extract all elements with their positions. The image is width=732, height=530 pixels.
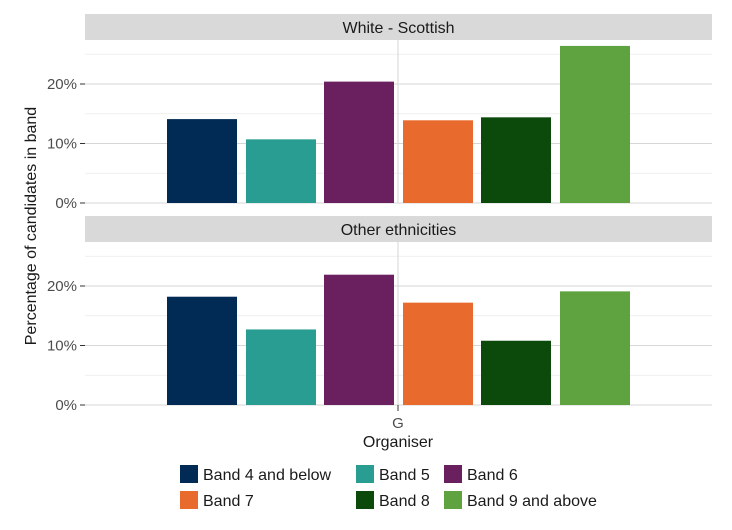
- facet-panel: Other ethnicities 0% 10% 20%: [47, 216, 712, 414]
- facet-strip-label: Other ethnicities: [341, 222, 457, 239]
- y-tick-label: 0%: [55, 397, 77, 414]
- legend-item: Band 7: [180, 491, 254, 510]
- legend-label: Band 6: [467, 467, 518, 484]
- legend-label: Band 7: [203, 493, 254, 510]
- bar: [481, 340, 551, 405]
- y-tick-label: 10%: [47, 136, 77, 153]
- legend-swatch: [444, 491, 462, 509]
- legend-label: Band 4 and below: [203, 467, 332, 484]
- legend-swatch: [180, 465, 198, 483]
- legend-swatch: [444, 465, 462, 483]
- x-axis-title: Organiser: [363, 434, 434, 451]
- legend-item: Band 4 and below: [180, 465, 332, 484]
- bar: [167, 296, 237, 405]
- legend: Band 4 and below Band 5 Band 6 Band 7 Band 8…: [180, 465, 597, 510]
- bar: [403, 302, 473, 405]
- bar: [246, 329, 316, 405]
- bar: [324, 81, 394, 203]
- legend-item: Band 9 and above: [444, 491, 597, 510]
- y-tick-label: 10%: [47, 338, 77, 355]
- y-tick-label: 20%: [47, 278, 77, 295]
- bar: [167, 119, 237, 203]
- legend-swatch: [356, 465, 374, 483]
- bar: [324, 274, 394, 405]
- y-tick-label: 0%: [55, 195, 77, 212]
- legend-item: Band 6: [444, 465, 518, 484]
- facet-strip: [85, 14, 712, 40]
- facet-strip-label: White - Scottish: [342, 20, 454, 37]
- legend-swatch: [180, 491, 198, 509]
- bar: [403, 120, 473, 203]
- legend-swatch: [356, 491, 374, 509]
- legend-label: Band 9 and above: [467, 493, 597, 510]
- y-axis-title: Percentage of candidates in band: [23, 107, 40, 345]
- legend-item: Band 5: [356, 465, 430, 484]
- legend-item: Band 8: [356, 491, 430, 510]
- x-axis: G Organiser: [363, 405, 434, 451]
- legend-label: Band 8: [379, 493, 430, 510]
- bar: [560, 291, 630, 405]
- y-tick-label: 20%: [47, 76, 77, 93]
- facet-strip: [85, 216, 712, 242]
- legend-label: Band 5: [379, 467, 430, 484]
- bar: [481, 117, 551, 203]
- bar: [560, 45, 630, 203]
- facet-panel: White - Scottish 0% 10% 20%: [47, 14, 712, 212]
- bar: [246, 139, 316, 203]
- x-tick-label: G: [392, 415, 404, 432]
